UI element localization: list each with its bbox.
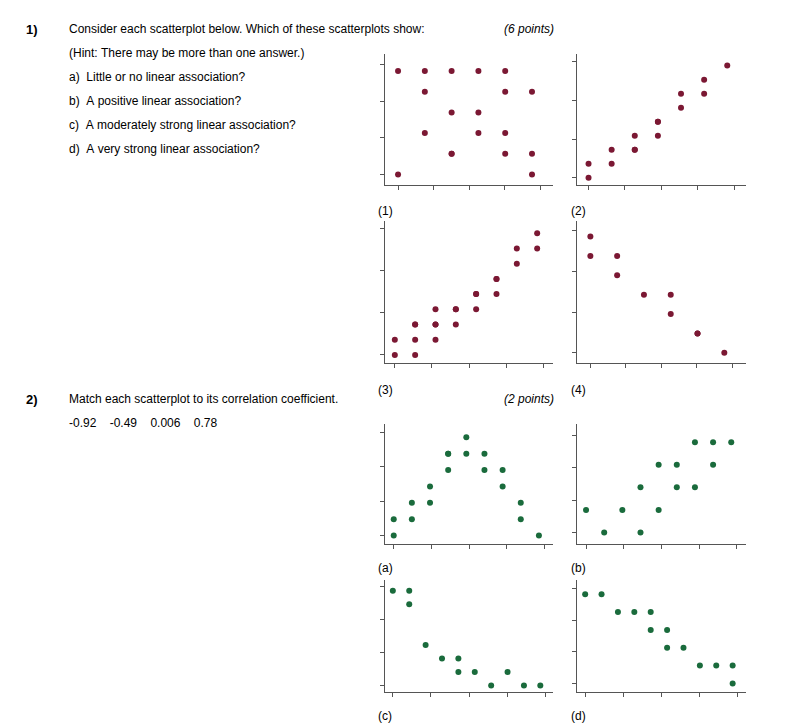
svg-text:2): 2) [26, 392, 38, 407]
svg-text:Match each scatterplot to its: Match each scatterplot to its correlatio… [69, 392, 338, 406]
svg-text:a) Little or no linear associ: a) Little or no linear association? [69, 70, 245, 84]
svg-text:b) A positive linear associat: b) A positive linear association? [69, 94, 241, 108]
svg-text:-0.92 -0.49 0.006 0.7: -0.92 -0.49 0.006 0.78 [69, 416, 217, 430]
svg-text:d) A very strong linear assoc: d) A very strong linear association? [69, 142, 260, 156]
svg-text:(Hint: There may be more than: (Hint: There may be more than one answer… [69, 46, 304, 60]
svg-text:(2 points): (2 points) [504, 392, 554, 406]
svg-text:(4): (4) [571, 383, 586, 397]
svg-text:(b): (b) [571, 561, 586, 575]
svg-text:(a): (a) [378, 561, 393, 575]
svg-text:(6 points): (6 points) [504, 22, 554, 36]
svg-text:(d): (d) [571, 709, 586, 723]
svg-text:(3): (3) [378, 383, 393, 397]
svg-text:1): 1) [26, 22, 38, 37]
svg-text:Consider each scatterplot belo: Consider each scatterplot below. Which o… [69, 22, 425, 36]
svg-text:(2): (2) [571, 204, 586, 218]
svg-text:(c): (c) [378, 709, 392, 723]
svg-text:c) A moderately strong linear: c) A moderately strong linear associatio… [69, 118, 296, 132]
svg-text:(1): (1) [378, 204, 393, 218]
